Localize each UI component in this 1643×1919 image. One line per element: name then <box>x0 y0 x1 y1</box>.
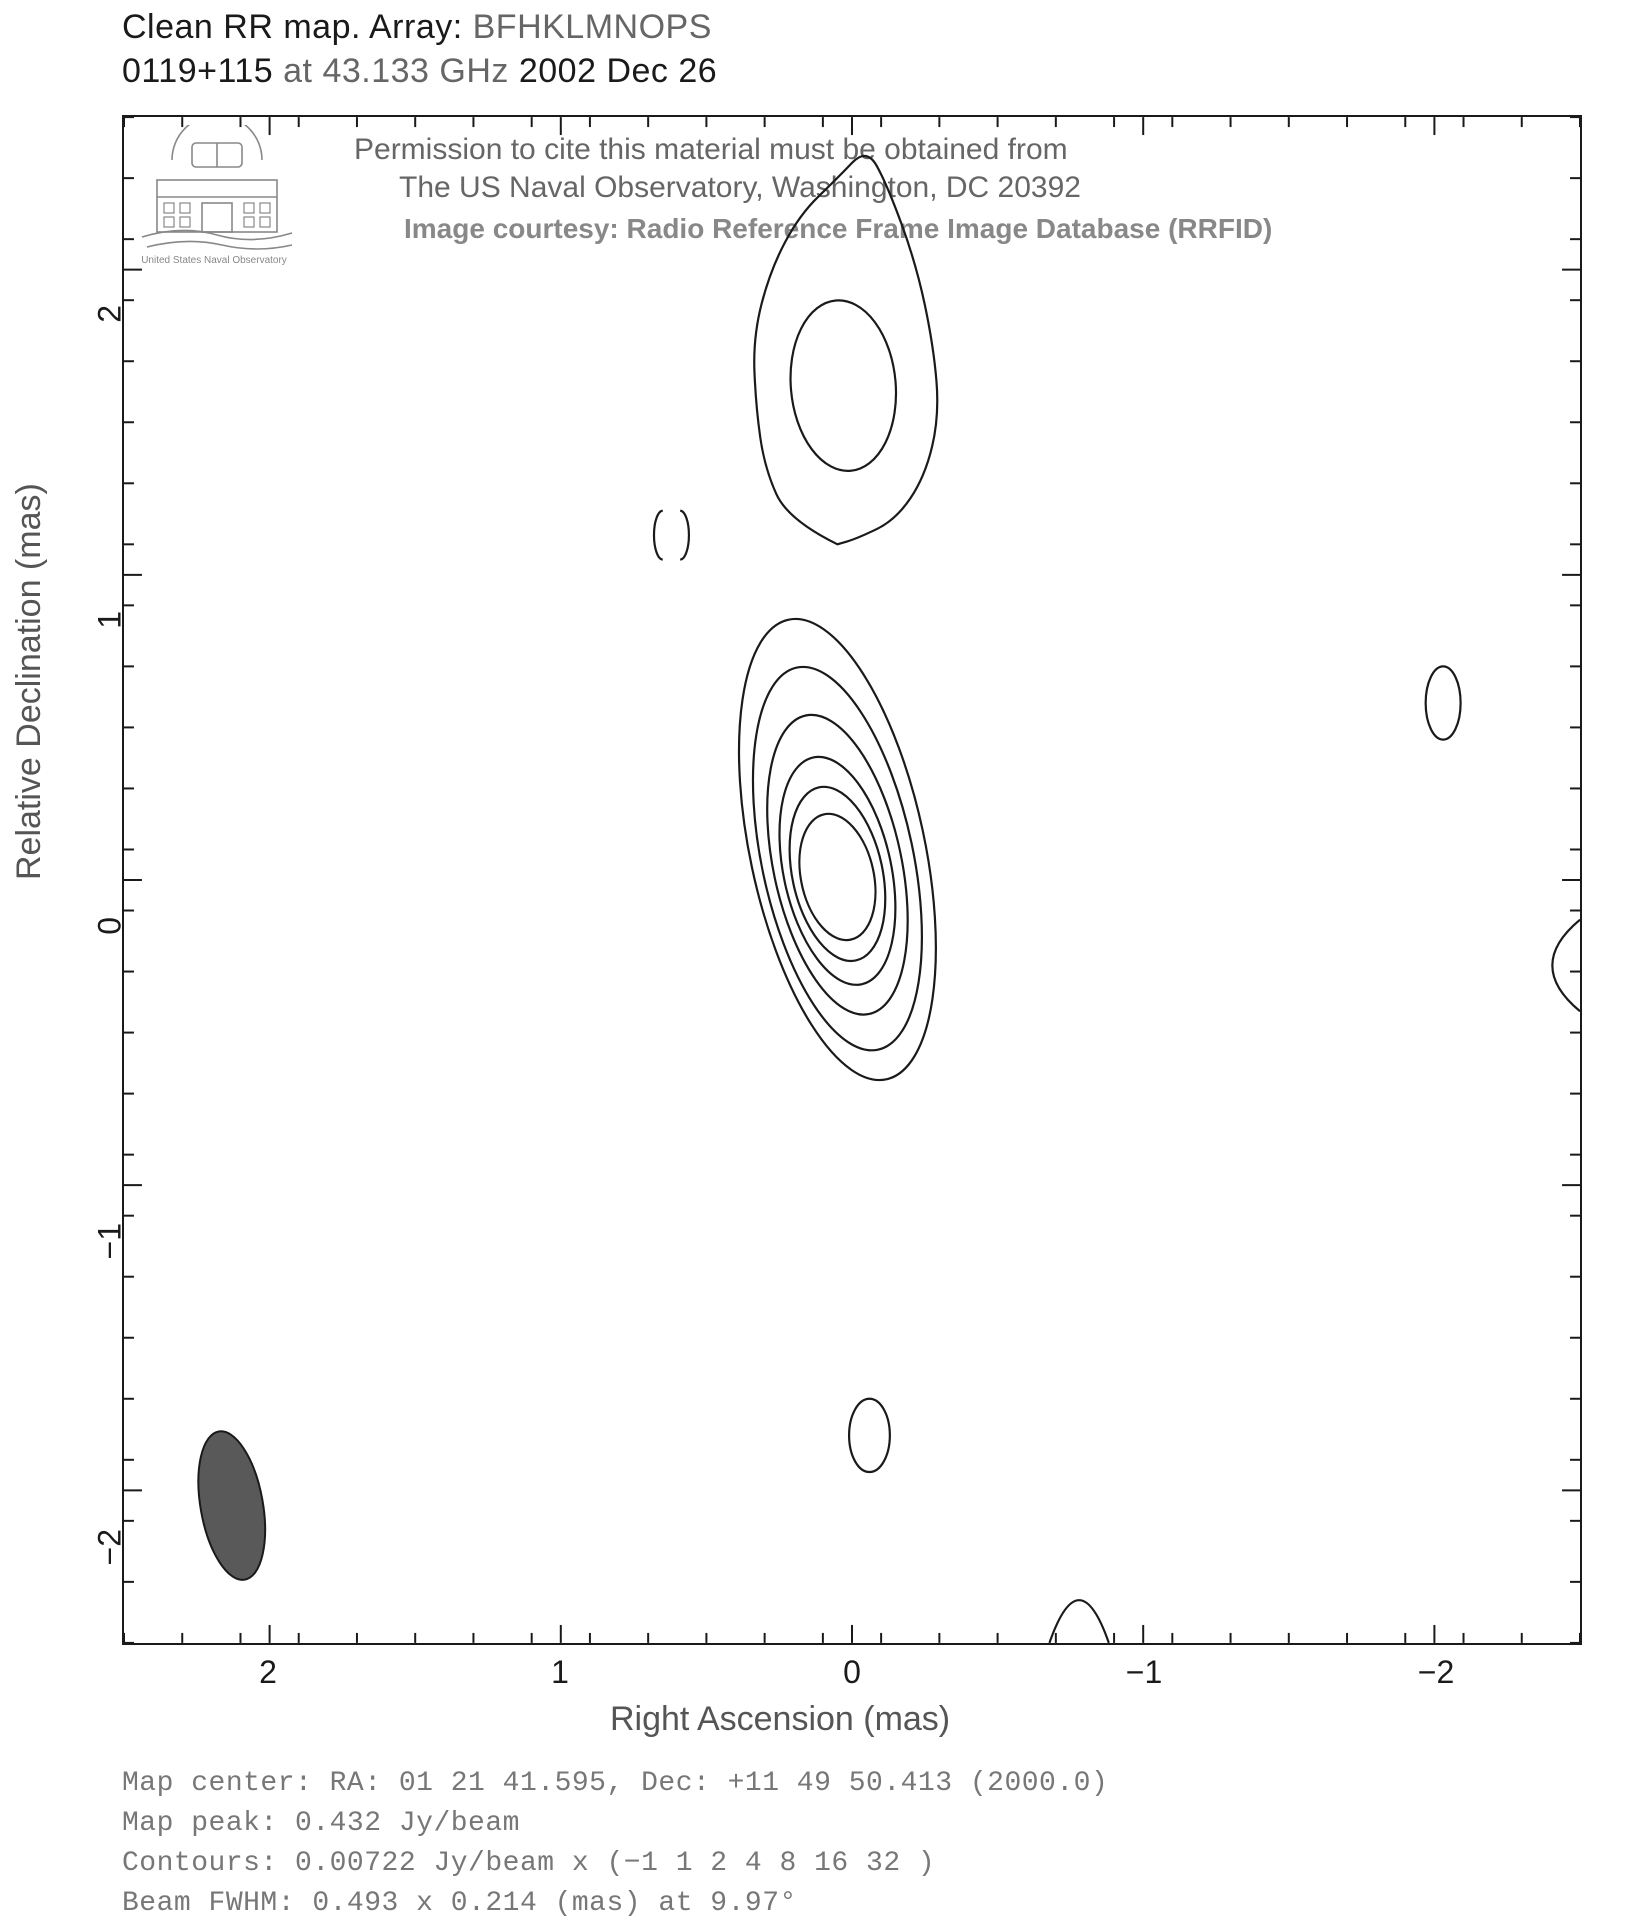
y-tick-label: 0 <box>92 917 129 957</box>
title-at: at <box>283 52 312 90</box>
x-tick-label: −2 <box>1418 1654 1454 1691</box>
title-prefix: Clean RR map. Array: <box>122 8 463 46</box>
x-axis-label: Right Ascension (mas) <box>610 1700 950 1739</box>
footer-contours: Contours: 0.00722 Jy/beam x (−1 1 2 4 8 … <box>122 1848 935 1879</box>
y-tick-label: 1 <box>92 611 129 651</box>
x-tick-label: 0 <box>843 1654 861 1691</box>
title-freq: 43.133 GHz <box>322 52 508 90</box>
footer-map-center: Map center: RA: 01 21 41.595, Dec: +11 4… <box>122 1768 1108 1799</box>
x-tick-label: 2 <box>259 1654 277 1691</box>
y-tick-label: 2 <box>92 305 129 345</box>
footer-beam: Beam FWHM: 0.493 x 0.214 (mas) at 9.97° <box>122 1888 797 1919</box>
title-source: 0119+115 <box>122 52 273 90</box>
y-tick-label: −2 <box>92 1529 129 1569</box>
title-date: 2002 Dec 26 <box>519 52 717 90</box>
plot-frame: United States Naval Observatory Permissi… <box>122 115 1582 1645</box>
title-line2: 0119+115 at 43.133 GHz 2002 Dec 26 <box>122 52 717 91</box>
y-tick-label: −1 <box>92 1223 129 1263</box>
y-axis-label: Relative Declination (mas) <box>10 483 49 880</box>
x-tick-label: −1 <box>1126 1654 1162 1691</box>
x-tick-label: 1 <box>551 1654 569 1691</box>
title-array: BFHKLMNOPS <box>473 8 712 46</box>
footer-map-peak: Map peak: 0.432 Jy/beam <box>122 1808 520 1839</box>
title-line1: Clean RR map. Array: BFHKLMNOPS <box>122 8 712 47</box>
plot-svg <box>124 117 1580 1643</box>
